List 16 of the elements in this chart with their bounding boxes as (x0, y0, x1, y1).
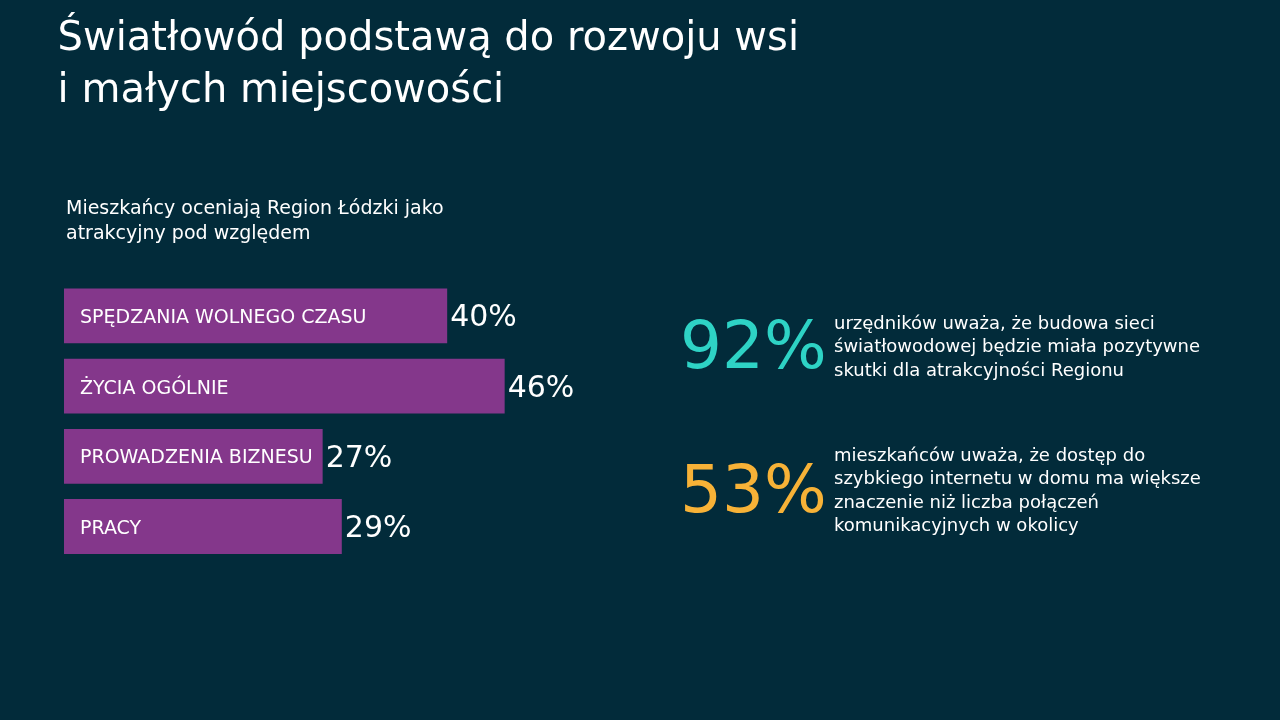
category-label: SPĘDZANIA WOLNEGO CZASU (80, 305, 367, 327)
category-label: ŻYCIA OGÓLNIE (80, 376, 229, 398)
category-label: mieszkańców uważa, że dostęp do szybkiego internetu w domu ma większe znaczenie niż liczba połączeń komunikacyjnych w okolicy (834, 444, 1201, 536)
data-label: 40% (450, 298, 517, 334)
category-label: urzędników uważa, że budowa sieci światłowodowej będzie miała pozytywne skutki dla atrakcyjności Regionu (834, 312, 1201, 380)
chart-subtitle: Mieszkańcy oceniają Region Łódzki jako atrakcyjny pod względem (66, 196, 444, 243)
data-label: 27% (325, 438, 393, 474)
data-label: 46% (507, 368, 575, 404)
category-label: PROWADZENIA BIZNESU (80, 445, 313, 467)
text: 92% (680, 307, 827, 384)
category-label: PRACY (80, 516, 142, 538)
bar (64, 499, 342, 554)
data-label: 29% (344, 509, 412, 544)
text: 53% (680, 451, 827, 528)
chart-title: Światłowód podstawą do rozwoju wsi i małych miejscowości (57, 12, 800, 112)
bar (64, 358, 505, 414)
